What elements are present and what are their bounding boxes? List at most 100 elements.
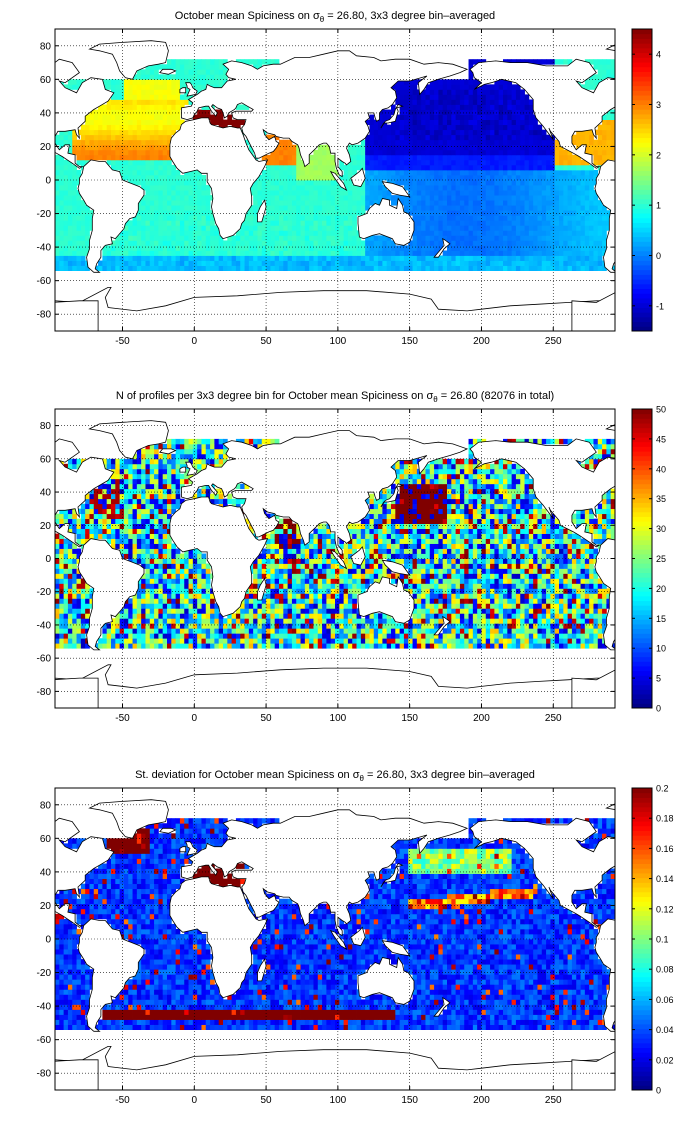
heatmap-cell <box>111 94 116 100</box>
heatmap-cell <box>188 633 194 639</box>
heatmap-cell <box>451 225 457 231</box>
heatmap-cell <box>128 114 133 120</box>
heatmap-cell <box>313 190 319 196</box>
heatmap-cell <box>520 139 525 146</box>
heatmap-cell <box>472 255 478 261</box>
heatmap-cell <box>223 255 228 261</box>
heatmap-cell <box>205 245 211 251</box>
heatmap-cell <box>408 149 413 156</box>
heatmap-cell <box>498 598 504 604</box>
heatmap-cell <box>274 210 280 216</box>
heatmap-cell <box>589 169 594 176</box>
x-tick-label: 200 <box>473 336 490 347</box>
heatmap-cell <box>447 134 452 141</box>
heatmap-cell <box>472 94 478 100</box>
heatmap-cell <box>330 245 336 251</box>
heatmap-cell <box>438 598 444 604</box>
heatmap-cell <box>515 255 521 261</box>
heatmap-cell <box>602 245 607 251</box>
heatmap-cell <box>179 638 185 644</box>
heatmap-cell <box>386 144 392 151</box>
heatmap-cell <box>106 255 112 261</box>
heatmap-cell <box>283 159 289 166</box>
heatmap-cell <box>210 74 215 80</box>
heatmap-cell <box>485 144 491 151</box>
heatmap-cell <box>477 265 482 271</box>
heatmap-cell <box>67 633 73 639</box>
heatmap-cell <box>119 89 125 95</box>
heatmap-cell <box>67 255 73 261</box>
heatmap-cell <box>403 169 409 176</box>
heatmap-cell <box>533 623 538 629</box>
heatmap-cell <box>291 250 297 256</box>
heatmap-cell <box>300 613 306 619</box>
heatmap-cell <box>550 195 556 201</box>
heatmap-cell <box>184 265 189 271</box>
heatmap-cell <box>593 210 599 216</box>
heatmap-cell <box>602 215 607 221</box>
heatmap-cell <box>537 603 543 609</box>
heatmap-cell <box>322 643 327 649</box>
heatmap-cell <box>339 245 345 251</box>
heatmap-cell <box>188 250 194 256</box>
heatmap-cell <box>119 109 125 115</box>
heatmap-cell <box>304 205 310 211</box>
heatmap-cell <box>447 139 452 146</box>
heatmap-cell <box>541 633 547 639</box>
heatmap-cell <box>141 69 146 75</box>
heatmap-cell <box>412 124 418 131</box>
heatmap-cell <box>528 613 534 619</box>
heatmap-cell <box>416 124 422 131</box>
heatmap-cell <box>520 180 525 186</box>
heatmap-cell <box>339 220 345 226</box>
heatmap-cell <box>175 205 181 211</box>
heatmap-cell <box>231 119 237 126</box>
heatmap-cell <box>365 174 370 181</box>
heatmap-cell <box>317 200 323 206</box>
heatmap-cell <box>162 149 168 156</box>
heatmap-cell <box>520 89 525 95</box>
heatmap-cell <box>145 225 151 231</box>
heatmap-cell <box>369 119 375 126</box>
heatmap-cell <box>382 250 388 256</box>
heatmap-cell <box>257 190 263 196</box>
heatmap-cell <box>447 633 452 639</box>
heatmap-cell <box>128 240 133 246</box>
heatmap-cell <box>175 215 181 221</box>
heatmap-cell <box>399 174 405 181</box>
heatmap-cell <box>98 129 103 136</box>
heatmap-cell <box>391 195 396 201</box>
heatmap-cell <box>253 598 258 604</box>
heatmap-cell <box>378 185 383 191</box>
heatmap-cell <box>554 220 560 226</box>
heatmap-cell <box>352 185 357 191</box>
heatmap-cell <box>378 144 383 151</box>
heatmap-cell <box>55 260 60 266</box>
heatmap-cell <box>494 114 500 120</box>
heatmap-cell <box>171 74 177 80</box>
heatmap-cell <box>567 230 573 236</box>
heatmap-cell <box>162 94 168 100</box>
heatmap-cell <box>365 240 370 246</box>
coastline <box>571 292 615 331</box>
heatmap-cell <box>369 114 375 120</box>
heatmap-cell <box>231 260 237 266</box>
heatmap-cell <box>218 265 224 271</box>
heatmap-cell <box>283 245 289 251</box>
heatmap-cell <box>201 190 207 196</box>
heatmap-cell <box>145 185 151 191</box>
heatmap-cell <box>136 99 142 105</box>
heatmap-cell <box>511 215 517 221</box>
heatmap-cell <box>459 205 465 211</box>
heatmap-cell <box>391 245 396 251</box>
heatmap-cell <box>356 190 362 196</box>
heatmap-cell <box>218 74 224 80</box>
heatmap-cell <box>257 225 263 231</box>
heatmap-cell <box>451 139 457 146</box>
heatmap-cell <box>416 623 422 629</box>
heatmap-cell <box>175 613 181 619</box>
heatmap-cell <box>434 250 439 256</box>
heatmap-cell <box>481 613 487 619</box>
heatmap-cell <box>485 643 491 649</box>
heatmap-cell <box>533 134 538 141</box>
